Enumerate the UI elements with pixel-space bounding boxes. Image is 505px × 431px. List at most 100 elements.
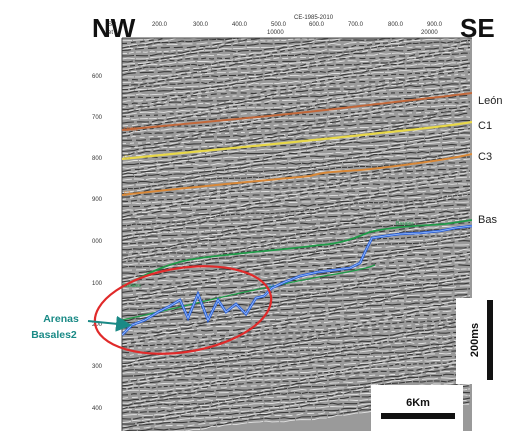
reflector-line [122,145,471,177]
reflector-line [122,55,471,89]
reflector-line [122,300,471,336]
time-tick-label: 400 [92,406,103,412]
horizon-tag-bas: Basales [123,283,141,289]
reflector-line [122,112,471,148]
reflector-line [122,373,471,406]
reflector-line [122,164,471,197]
reflector-line [122,194,471,230]
reflector-line [122,394,471,428]
reflector-line [122,85,471,117]
reflector-line [122,234,471,268]
reflector-line [122,147,471,178]
reflector-line [122,227,471,261]
reflector-line [122,67,471,103]
reflector-line [122,309,471,343]
reflector-line [122,337,471,370]
time-tick-label: 700 [92,115,103,121]
reflector-line [122,79,471,113]
sp-tick-label: 300.0 [193,22,209,28]
horizontal-scale-bar [381,413,455,419]
reflector-line [122,214,471,248]
highlight-ellipse [93,265,273,355]
horizontal-scale-label: 6Km [406,397,430,409]
sp-tick-label: 400.0 [232,22,248,28]
reflector-line [122,288,471,322]
reflector-line [122,367,471,402]
reflector-line [122,101,471,134]
reflector-line [122,65,471,97]
reflector-line [122,140,471,174]
reflector-line [122,38,435,68]
horizon-label-c1: C1 [478,120,492,132]
reflector-line [122,221,471,256]
reflector-line [122,38,334,57]
reflector-line [122,315,471,347]
reflector-line [122,306,471,341]
time-tick-label: 300 [92,364,103,370]
horizon-leon-line [122,92,472,131]
reflector-line [122,293,471,325]
reflector-line [122,246,471,280]
corner-label-bottom: et [108,30,113,36]
cdp-tick-label: 10000 [267,30,284,36]
sp-tick-label: 800.0 [388,22,404,28]
direction-se: SE [460,13,495,43]
reflector-line [122,176,471,212]
reflector-line [122,282,471,317]
reflector-line [122,70,471,106]
reflector-line [122,129,471,163]
reflector-line [122,378,471,410]
corner-label-top: SP [108,22,116,28]
horizon-label-bas: Bas [478,214,497,226]
horizon-c1-line [122,120,472,161]
sp-tick-label: 600.0 [309,22,325,28]
reflector-line [122,275,471,308]
reflector-line [122,119,471,153]
reflector-line [122,352,471,386]
reflector-line [122,190,471,223]
reflector-line [122,343,471,377]
reflector-line [122,230,470,261]
horizon-tag-c1: C1 [124,155,131,161]
sp-tick-label: 200.0 [152,22,168,28]
time-tick-label: 800 [92,156,103,162]
reflector-line [122,185,471,218]
reflector-line [122,291,471,323]
reflector-line [122,122,471,154]
reflector-line [122,152,471,187]
time-tick-label: 900 [92,197,103,203]
reflector-line [122,97,471,131]
callout-line2: Basales2 [31,329,77,341]
reflector-line [122,354,471,387]
horizon-tag-c3: C3 [124,191,131,197]
reflector-line [122,43,471,76]
horizon-label-leon: León [478,95,502,107]
reflector-line [122,105,471,137]
reflector-line [122,66,471,99]
reflector-line [122,198,471,232]
reflector-line [122,38,130,39]
reflector-line [122,356,471,389]
reflector-line [122,201,471,235]
reflector-line [122,171,471,205]
reflector-line [122,89,471,124]
reflector-line [122,103,471,135]
reflector-line [122,370,471,404]
blue-tag-left: Una [265,283,274,289]
reflector-line [122,361,471,393]
reflector-line [122,38,322,55]
reflector-line [122,261,471,296]
reflector-line [122,49,471,84]
reflector-line [122,180,471,214]
reflector-line [122,189,471,221]
reflector-line [122,46,471,81]
reflector-line [122,232,471,263]
reflector-line [122,254,471,287]
reflector-line [122,76,471,111]
reflector-line [122,187,471,220]
reflector-line [122,137,471,173]
reflector-line [122,94,471,130]
reflector-line [122,84,471,116]
reflector-line [122,82,471,114]
